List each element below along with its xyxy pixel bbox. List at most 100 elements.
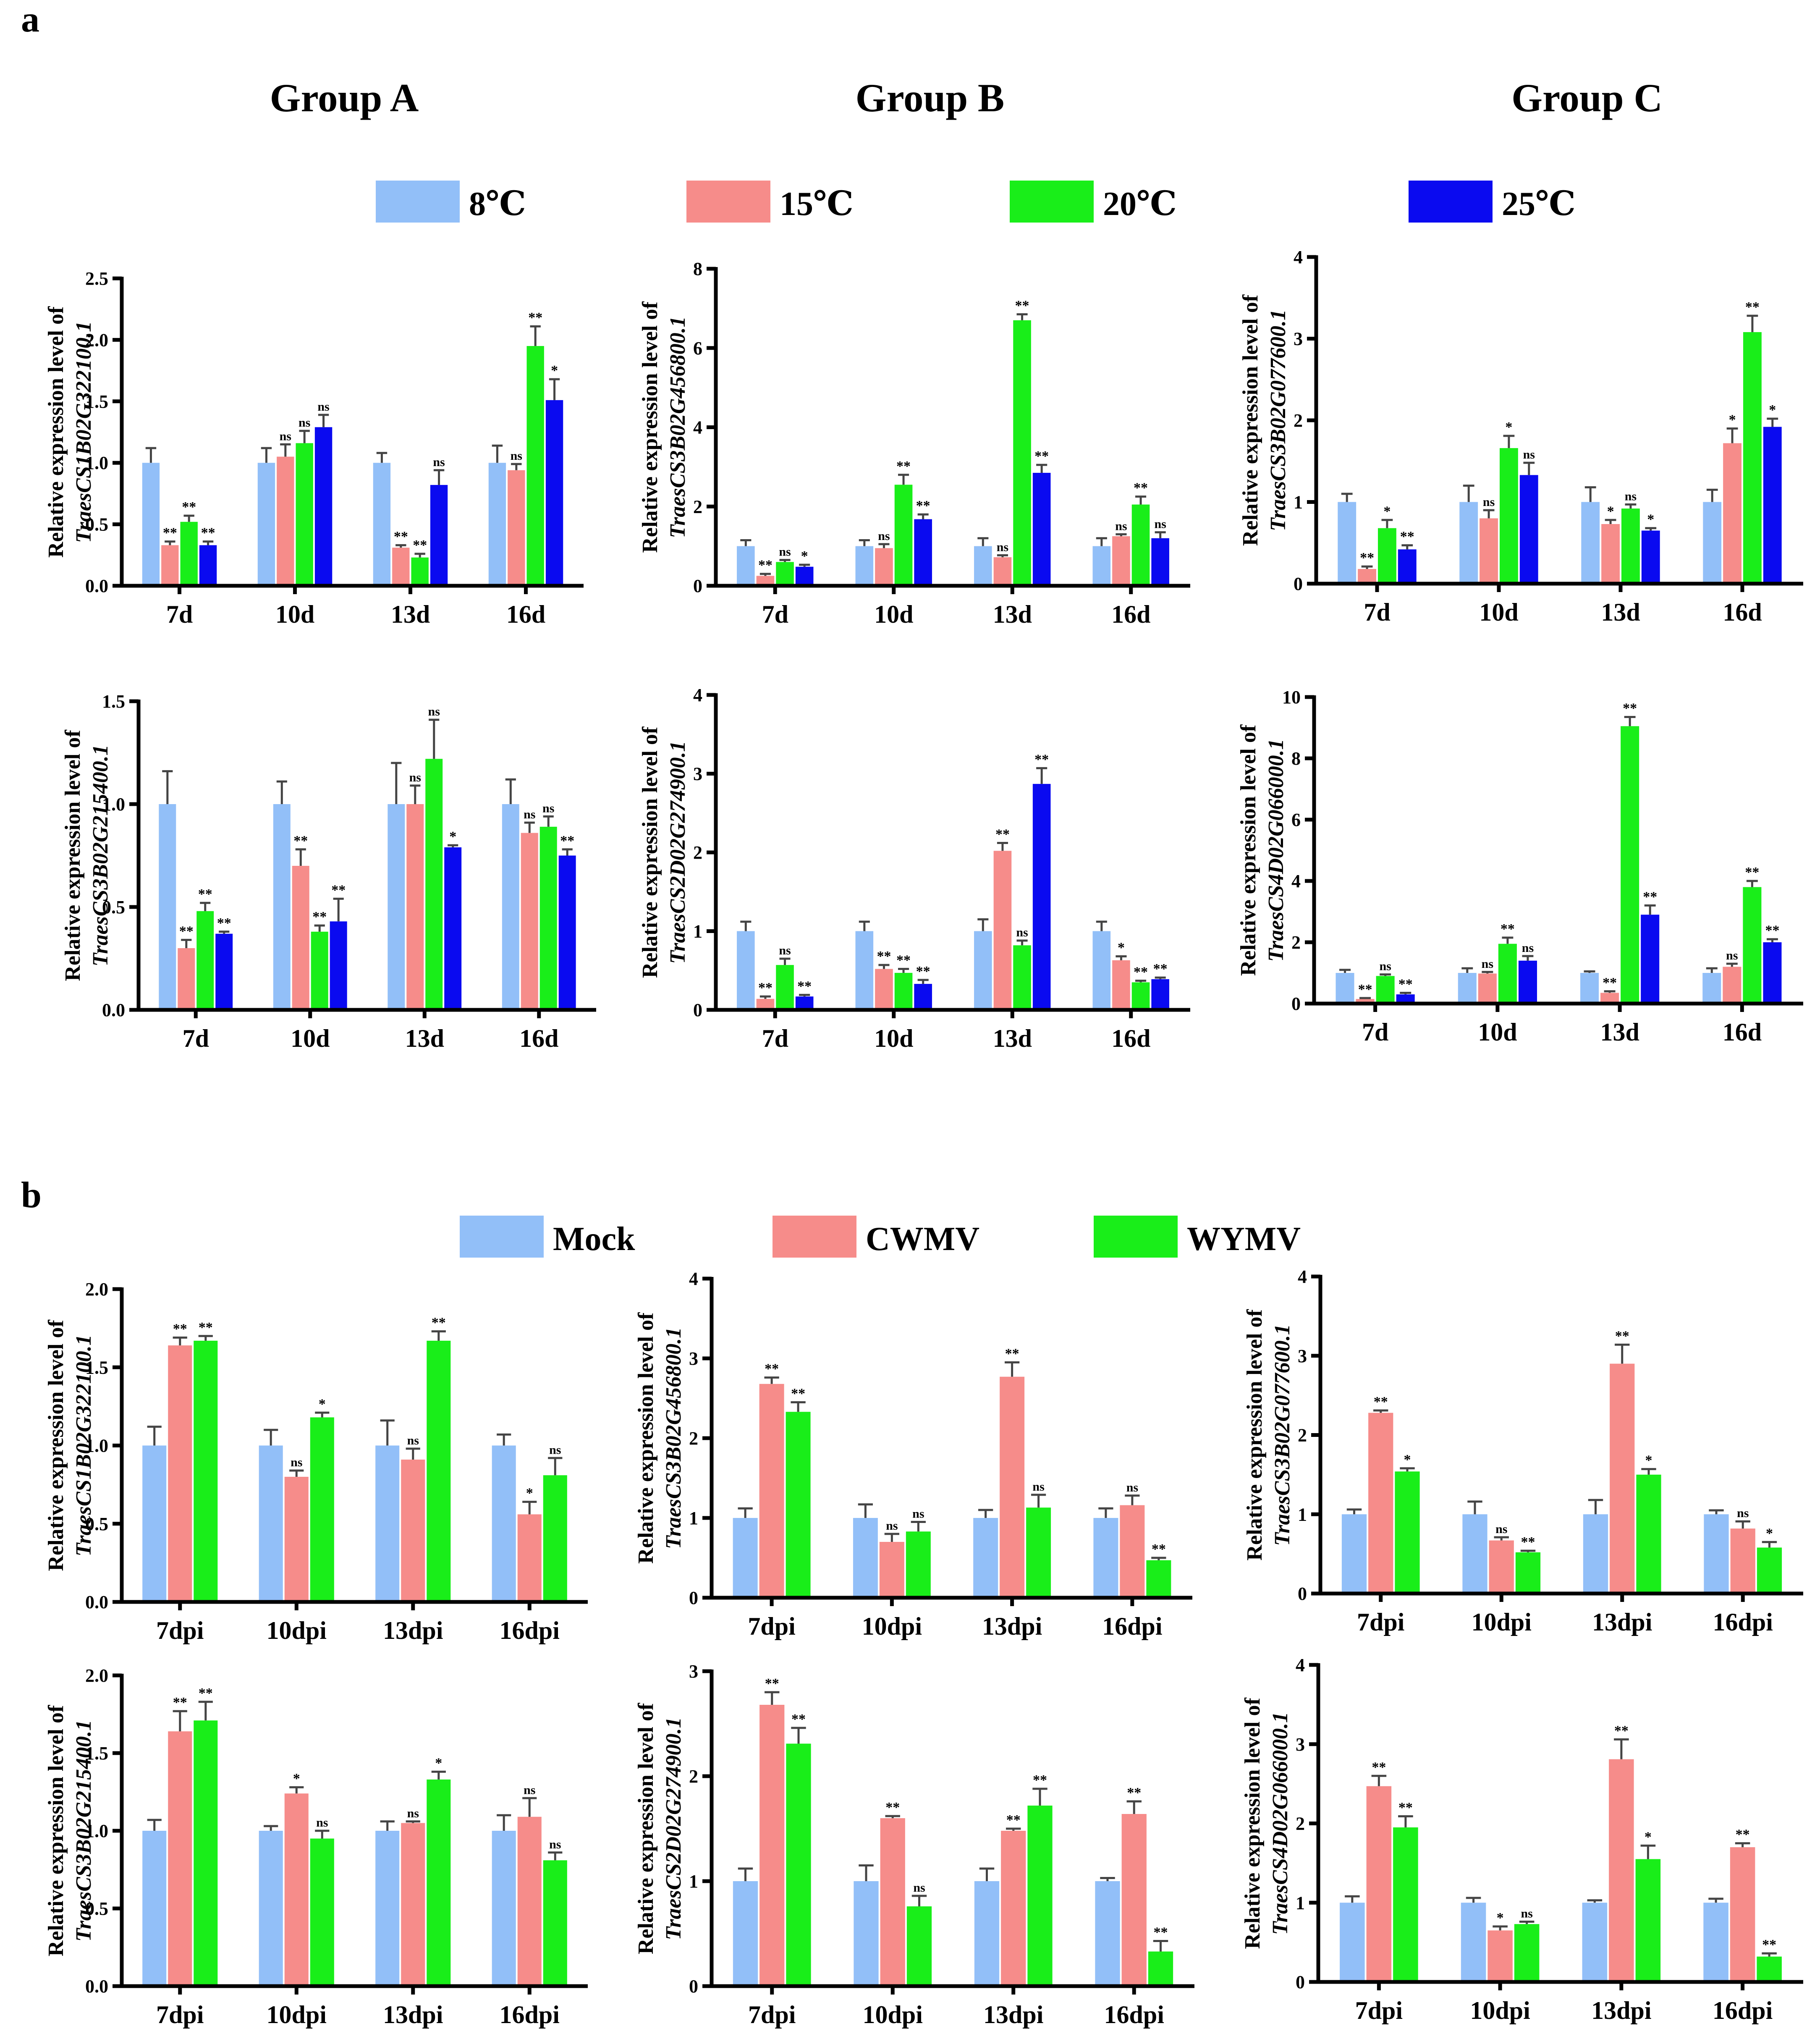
bar (196, 911, 214, 1010)
bar (993, 851, 1012, 1010)
x-tick-label: 13d (993, 1025, 1032, 1052)
sig-mark: ** (198, 886, 212, 902)
legend-swatch-1 (686, 181, 770, 223)
bar (1581, 502, 1600, 584)
sig-mark: * (293, 1771, 300, 1786)
x-tick-label: 13d (405, 1025, 444, 1052)
bar (855, 546, 874, 586)
sig-mark: ns (433, 455, 445, 469)
bar (1704, 1514, 1729, 1594)
y-tick-label: 2 (1298, 1425, 1307, 1446)
bar (517, 1816, 542, 1986)
bar (273, 804, 291, 1010)
sig-mark: ** (1400, 529, 1414, 545)
x-tick-label: 16d (506, 600, 545, 628)
chart-9: 01234***7dpins**10dpi***13dpins*16dpiRel… (1243, 1266, 1803, 1636)
x-tick-label: 16dpi (1713, 1997, 1773, 2024)
sig-mark: ** (1762, 1937, 1776, 1953)
y-tick-label: 0.0 (85, 1592, 108, 1612)
sig-mark: ns (407, 1434, 419, 1447)
x-tick-label: 16dpi (1102, 1612, 1162, 1640)
bar (974, 931, 992, 1010)
x-tick-label: 7dpi (156, 2001, 204, 2029)
bar (142, 463, 160, 586)
sig-mark: * (1607, 503, 1614, 519)
y-tick-label: 0 (1291, 993, 1301, 1014)
charts: 0.00.51.01.52.02.5******7dnsnsns10d****n… (44, 247, 1803, 2029)
y-tick-label: 3 (1298, 1346, 1307, 1366)
bar (1609, 1759, 1634, 1982)
bar (737, 931, 755, 1010)
y-axis-label: Relative expression level of TraesCS4D02G… (1236, 724, 1288, 976)
sig-mark: ns (779, 545, 791, 559)
bar (1757, 1547, 1782, 1594)
bar (488, 463, 506, 586)
y-tick-label: 1.0 (85, 453, 108, 473)
y-tick-label: 1.5 (85, 1743, 108, 1764)
bar (1000, 1376, 1025, 1598)
sig-mark: ** (758, 980, 773, 996)
bar (1514, 1924, 1540, 1982)
bar (444, 847, 462, 1010)
y-tick-label: 0 (693, 1000, 702, 1020)
x-tick-label: 7dpi (748, 2001, 796, 2029)
y-tick-label: 4 (689, 1269, 698, 1289)
bar (1340, 1903, 1365, 1982)
bar (906, 1531, 931, 1598)
sig-mark: ** (1034, 448, 1049, 464)
x-tick-label: 7d (762, 600, 788, 628)
bar (1487, 1930, 1513, 1982)
x-tick-label: 16d (1723, 1018, 1762, 1046)
sig-mark: ** (1358, 982, 1372, 997)
bar (558, 855, 576, 1010)
x-tick-label: 13dpi (383, 2001, 443, 2029)
bar (776, 965, 794, 1010)
sig-mark: ns (1016, 925, 1028, 939)
y-tick-label: 4 (1296, 1655, 1305, 1675)
chart-6: 0 2 4 6 8 10 ** ns ** 7d ns ** ns 10d ** ** ** 13d ns ** ** 1… (1236, 687, 1803, 1046)
sig-mark: ** (293, 833, 308, 849)
sig-mark: ns (542, 801, 554, 815)
sig-mark: ** (1015, 298, 1029, 314)
sig-mark: ns (997, 540, 1008, 554)
y-tick-label: 0.5 (85, 1514, 108, 1534)
sig-mark: ns (549, 1443, 561, 1457)
bar (1635, 1859, 1661, 1982)
bar (1500, 448, 1518, 584)
bar (330, 921, 347, 1010)
sig-mark: ** (173, 1695, 187, 1710)
chart-2: 0 2 4 6 8 ** ns * 7d ns ** ** 10d ns ** ** 13d ns ** ns 16d R… (638, 259, 1190, 628)
y-tick-label: 3 (689, 1348, 698, 1369)
x-tick-label: 13dpi (983, 2001, 1043, 2029)
y-tick-label: 1.5 (102, 691, 125, 712)
sig-mark: * (1383, 503, 1391, 519)
bar (1636, 1474, 1661, 1594)
bar (733, 1881, 758, 1986)
bar (795, 566, 814, 586)
bar (427, 1779, 451, 1986)
sig-mark: ns (1126, 1481, 1138, 1494)
sig-mark: * (435, 1755, 442, 1771)
legend-b-label-2: WYMV (1187, 1221, 1301, 1258)
x-tick-label: 16d (1723, 598, 1762, 626)
sig-mark: * (1766, 1526, 1773, 1541)
bar (161, 545, 179, 586)
sig-mark: ** (877, 949, 891, 964)
bar (311, 931, 328, 1010)
group-title-c: Group C (1511, 76, 1663, 120)
sig-mark: ** (394, 529, 408, 544)
chart-8: 01234****7dpinsns10dpi**ns13dpins**16dpi… (634, 1269, 1192, 1640)
sig-mark: * (801, 548, 808, 564)
panel-b-label: b (21, 1175, 42, 1216)
bar (1368, 1413, 1393, 1594)
y-tick-label: 4 (693, 685, 702, 705)
y-tick-label: 0.0 (85, 576, 108, 596)
bar (1480, 518, 1498, 584)
sig-mark: ns (1625, 489, 1637, 503)
y-tick-label: 4 (1291, 871, 1301, 891)
bar (425, 759, 443, 1010)
sig-mark: ** (1360, 550, 1374, 566)
bar (1580, 973, 1599, 1004)
sig-mark: ** (916, 964, 930, 979)
